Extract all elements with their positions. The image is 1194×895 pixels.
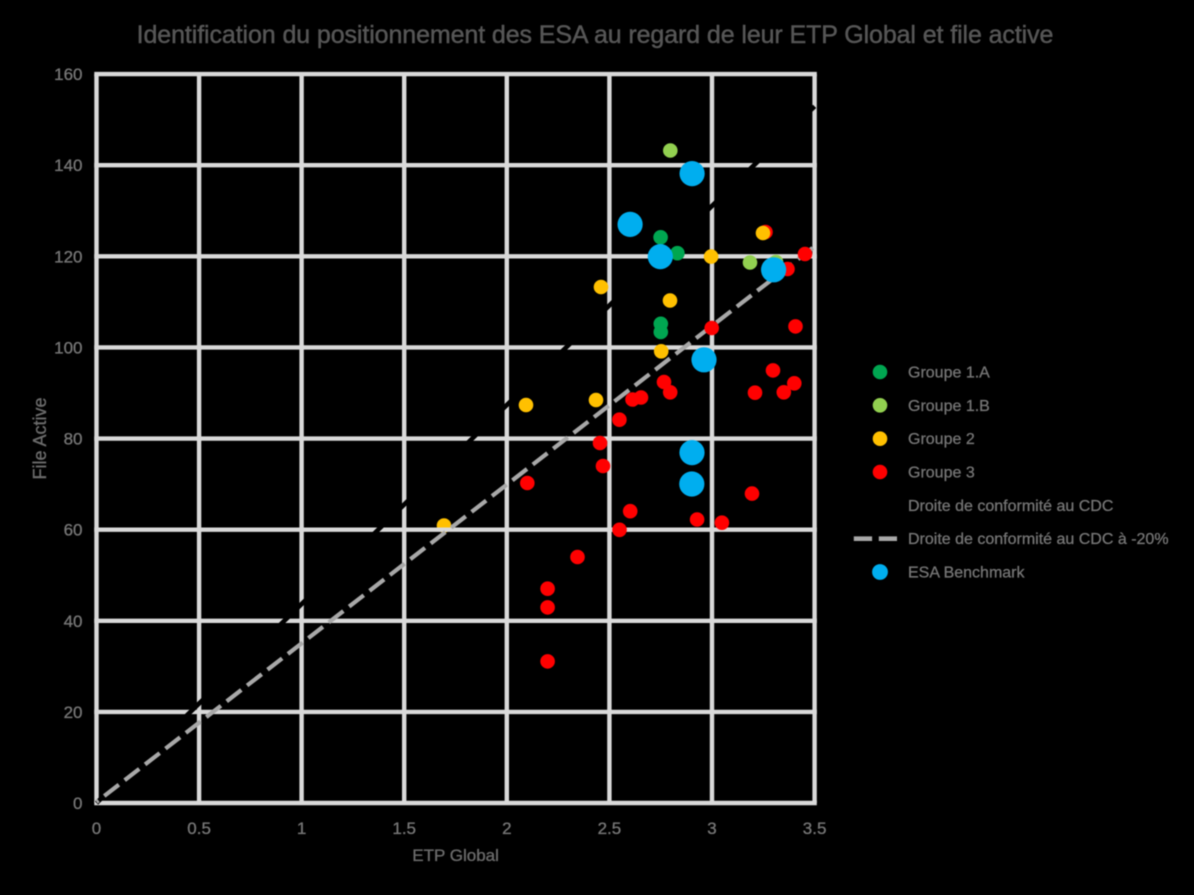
svg-text:160: 160 <box>54 65 82 84</box>
svg-text:1: 1 <box>297 819 306 838</box>
svg-text:Droite de conformité au CDC à: Droite de conformité au CDC à -20% <box>908 531 1169 548</box>
svg-text:140: 140 <box>54 156 82 175</box>
svg-text:0: 0 <box>92 819 101 838</box>
svg-text:Identification du positionneme: Identification du positionnement des ESA… <box>137 21 1054 49</box>
svg-text:Groupe 3: Groupe 3 <box>908 465 975 482</box>
svg-text:40: 40 <box>64 612 83 631</box>
svg-text:Groupe 2: Groupe 2 <box>908 431 975 448</box>
svg-text:2.5: 2.5 <box>598 819 622 838</box>
svg-text:20: 20 <box>64 703 83 722</box>
svg-text:2: 2 <box>502 819 511 838</box>
svg-text:ETP Global: ETP Global <box>412 846 499 865</box>
svg-text:0: 0 <box>73 794 82 813</box>
svg-text:60: 60 <box>64 521 83 540</box>
svg-text:0.5: 0.5 <box>187 819 211 838</box>
svg-text:File Active: File Active <box>30 397 50 479</box>
svg-text:ESA Benchmark: ESA Benchmark <box>908 565 1026 582</box>
svg-text:Droite de conformité au CDC: Droite de conformité au CDC <box>908 498 1113 515</box>
svg-text:120: 120 <box>54 247 82 266</box>
svg-text:80: 80 <box>64 430 83 449</box>
svg-text:Groupe 1.A: Groupe 1.A <box>908 365 990 382</box>
svg-text:1.5: 1.5 <box>392 819 416 838</box>
svg-text:100: 100 <box>54 338 82 357</box>
svg-text:3.5: 3.5 <box>803 819 827 838</box>
svg-text:3: 3 <box>707 819 716 838</box>
svg-text:Groupe 1.B: Groupe 1.B <box>908 398 990 415</box>
